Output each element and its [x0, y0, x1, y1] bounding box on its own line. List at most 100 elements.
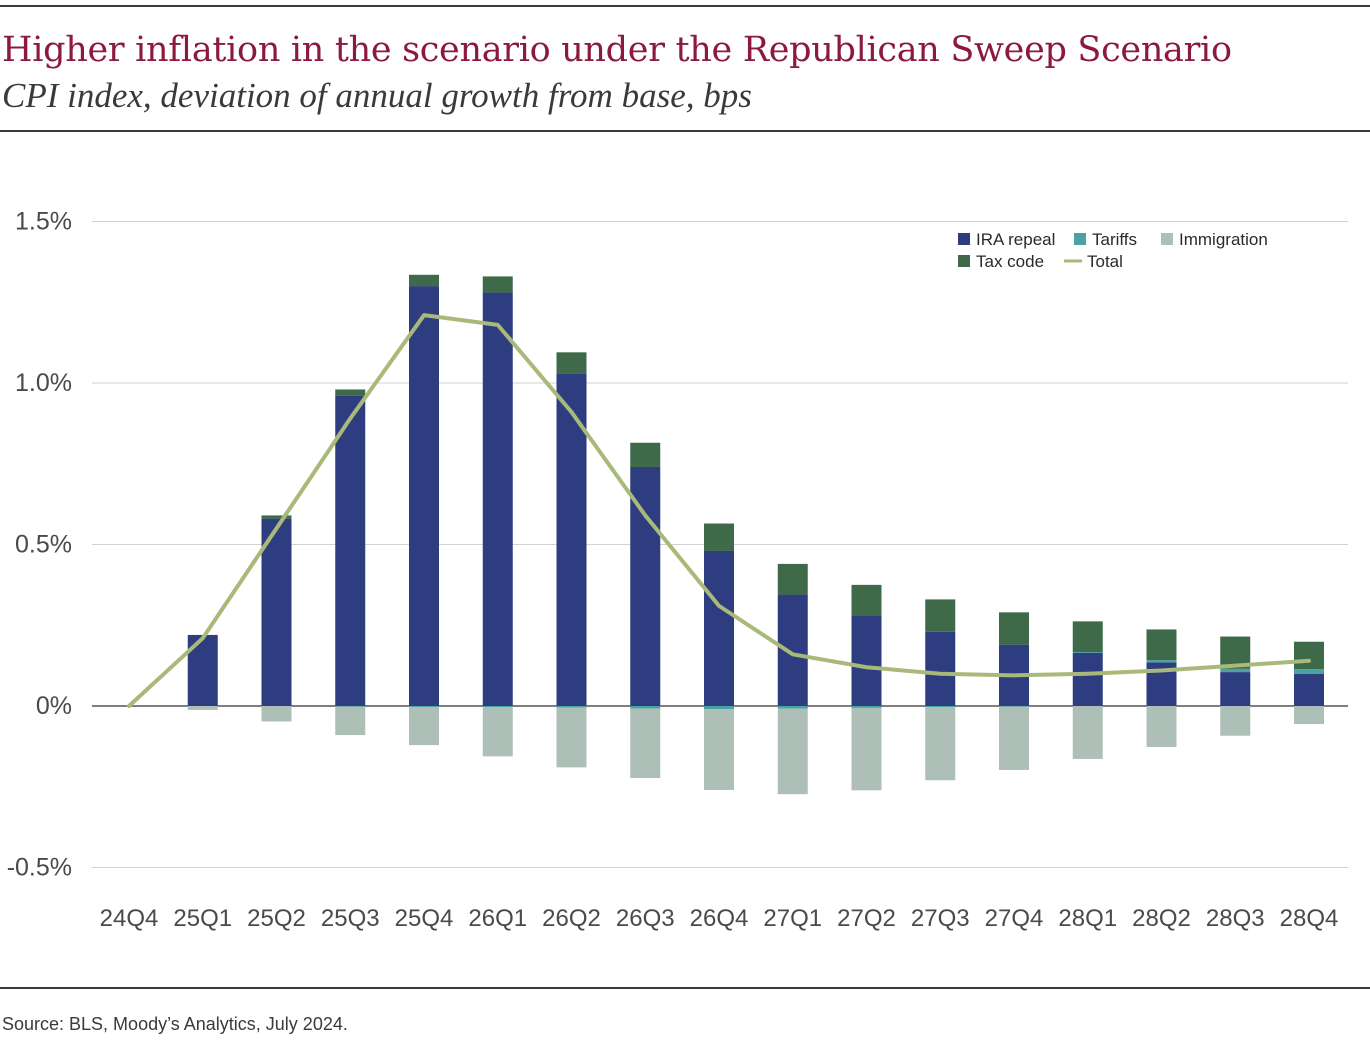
bar-segment: [630, 466, 661, 706]
legend-swatch: [1161, 233, 1173, 245]
legend-label: Tariffs: [1092, 230, 1137, 249]
bar-segment: [777, 708, 808, 795]
bar-segment: [777, 706, 808, 709]
total-series-line: [127, 313, 1311, 708]
bar-segment: [187, 706, 218, 710]
y-tick-label: 1.0%: [15, 369, 72, 397]
x-axis-labels: 24Q4 25Q1 25Q2 25Q3 25Q4 26Q1 26Q2 26Q3 26Q4 27Q1…: [100, 905, 1339, 932]
chart-area: -0.5% 0% 0.5% 1.0% 1.5% 24Q4 25Q1 25Q2 25Q3 25Q4…: [7, 208, 1348, 932]
bar-segment: [1220, 706, 1251, 736]
x-tick-label: 26Q4: [690, 905, 749, 932]
x-tick-label: 28Q1: [1058, 905, 1117, 932]
bar-segment: [409, 274, 439, 287]
total-line: [127, 313, 1311, 708]
source-note: Source: BLS, Moody’s Analytics, July 202…: [2, 1014, 348, 1034]
x-tick-label: 27Q2: [837, 905, 896, 932]
x-tick-label: 26Q1: [468, 905, 527, 932]
bar-segment: [482, 276, 513, 293]
chart-title: Higher inflation in the scenario under t…: [2, 30, 1232, 70]
legend-swatch: [1074, 233, 1086, 245]
bar-segment: [630, 706, 661, 709]
bar-segment: [482, 292, 513, 706]
bar-segment: [925, 706, 956, 708]
chart-subtitle: CPI index, deviation of annual growth fr…: [2, 76, 752, 115]
bar-segment: [1072, 652, 1103, 653]
bars: [187, 274, 1324, 795]
bar-segment: [1072, 621, 1103, 653]
bar-segment: [1220, 668, 1251, 673]
bar-segment: [261, 518, 292, 706]
bar-segment: [335, 706, 366, 736]
x-tick-label: 25Q1: [173, 905, 232, 932]
x-tick-label: 28Q4: [1280, 905, 1339, 932]
bar-segment: [261, 706, 292, 722]
bar-segment: [556, 373, 587, 706]
y-tick-label: 0.5%: [15, 531, 72, 559]
x-tick-label: 28Q3: [1206, 905, 1265, 932]
bar-segment: [1294, 706, 1324, 725]
y-tick-label: 1.5%: [15, 208, 72, 236]
x-tick-label: 27Q4: [985, 905, 1044, 932]
bar-segment: [261, 515, 292, 519]
bar-segment: [999, 706, 1029, 707]
bar-segment: [777, 594, 808, 706]
bar-segment: [999, 706, 1029, 770]
bar-segment: [1294, 673, 1324, 706]
x-tick-label: 26Q3: [616, 905, 675, 932]
legend-label: Tax code: [976, 252, 1044, 271]
legend-label: Immigration: [1179, 230, 1268, 249]
bar-segment: [704, 709, 734, 790]
legend-swatch: [958, 233, 970, 245]
bar-segment: [704, 706, 734, 710]
x-tick-label: 25Q2: [247, 905, 306, 932]
bar-segment: [335, 395, 366, 706]
bar-segment: [409, 286, 439, 706]
bar-segment: [1072, 706, 1103, 759]
bar-segment: [704, 550, 734, 706]
bar-segment: [704, 523, 734, 551]
bar-segment: [999, 612, 1029, 645]
bar-segment: [556, 707, 587, 768]
y-axis-labels: -0.5% 0% 0.5% 1.0% 1.5%: [7, 208, 72, 882]
y-tick-label: -0.5%: [7, 854, 72, 882]
x-tick-label: 25Q3: [321, 905, 380, 932]
bar-segment: [1072, 652, 1103, 706]
bar-segment: [925, 631, 956, 706]
bar-segment: [851, 706, 882, 708]
bar-segment: [1220, 672, 1251, 706]
header-rule: [0, 130, 1370, 132]
x-tick-label: 27Q3: [911, 905, 970, 932]
bar-segment: [630, 708, 661, 779]
bar-segment: [925, 707, 956, 781]
legend-label: Total: [1087, 252, 1123, 271]
bar-segment: [1146, 660, 1177, 663]
bar-segment: [1294, 669, 1324, 674]
x-tick-label: 24Q4: [100, 905, 159, 932]
bar-segment: [482, 706, 513, 708]
legend-swatch: [958, 255, 970, 267]
bar-segment: [482, 707, 513, 757]
x-tick-label: 28Q2: [1132, 905, 1191, 932]
bar-segment: [556, 352, 587, 374]
bar-segment: [925, 599, 956, 632]
top-rule: [0, 5, 1370, 7]
legend-label: IRA repeal: [976, 230, 1055, 249]
bar-segment: [409, 706, 439, 707]
bar-segment: [335, 706, 366, 707]
bar-segment: [1294, 641, 1324, 670]
bar-segment: [409, 706, 439, 746]
bar-segment: [1146, 629, 1177, 661]
x-tick-label: 25Q4: [395, 905, 454, 932]
legend: IRA repeal Tariffs Immigration Tax code Tota…: [958, 230, 1268, 271]
bar-segment: [851, 707, 882, 791]
y-tick-label: 0%: [36, 692, 72, 720]
footer-rule: [0, 987, 1370, 989]
bar-segment: [335, 389, 366, 396]
x-tick-label: 26Q2: [542, 905, 601, 932]
bar-segment: [851, 615, 882, 706]
bar-segment: [851, 584, 882, 616]
x-tick-label: 27Q1: [763, 905, 822, 932]
bar-segment: [556, 706, 587, 708]
bar-segment: [1146, 706, 1177, 748]
bar-segment: [777, 563, 808, 595]
